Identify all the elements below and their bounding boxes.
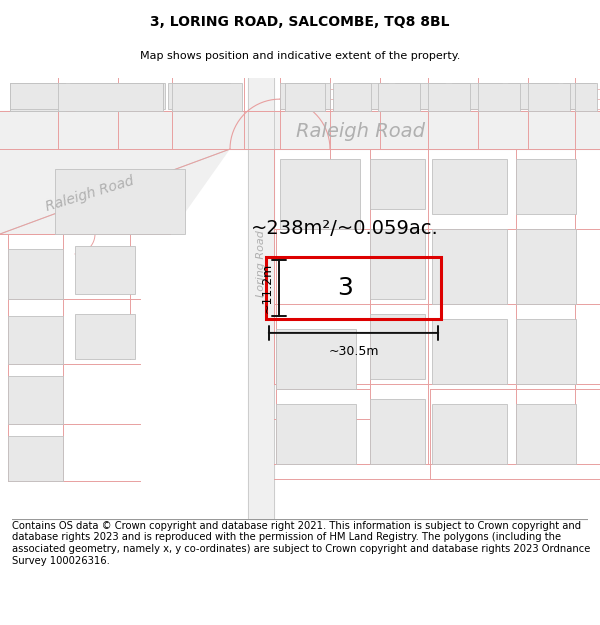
Bar	[55, 169, 185, 234]
Text: 3: 3	[337, 276, 353, 300]
Bar	[168, 83, 228, 109]
Text: Contains OS data © Crown copyright and database right 2021. This information is : Contains OS data © Crown copyright and d…	[12, 521, 590, 566]
Bar	[280, 159, 360, 229]
Bar	[575, 83, 597, 111]
Bar	[528, 83, 570, 111]
Bar	[75, 83, 120, 111]
Bar	[75, 246, 135, 294]
Bar	[118, 83, 163, 109]
Bar	[516, 319, 576, 384]
Bar	[370, 399, 425, 464]
Bar	[10, 83, 60, 109]
Bar	[516, 159, 576, 214]
Bar	[8, 376, 63, 424]
Text: ~30.5m: ~30.5m	[328, 345, 379, 358]
Bar	[432, 159, 507, 214]
Bar	[172, 83, 242, 111]
Bar	[370, 159, 425, 209]
Bar	[276, 404, 356, 464]
Polygon shape	[0, 149, 230, 234]
Bar	[516, 404, 576, 464]
Bar	[8, 436, 63, 481]
Bar	[395, 83, 445, 109]
Bar	[10, 83, 65, 111]
Bar	[378, 83, 420, 111]
Bar	[70, 83, 100, 109]
Bar	[266, 257, 441, 319]
Bar	[432, 229, 507, 304]
Bar	[508, 83, 558, 109]
Bar	[432, 319, 507, 384]
Bar	[58, 83, 163, 111]
Bar	[428, 83, 470, 111]
Bar	[333, 83, 371, 111]
Bar	[432, 404, 507, 464]
Text: Map shows position and indicative extent of the property.: Map shows position and indicative extent…	[140, 51, 460, 61]
Text: ~238m²/~0.059ac.: ~238m²/~0.059ac.	[251, 219, 439, 239]
Text: Raleigh Road: Raleigh Road	[296, 122, 425, 141]
Bar	[452, 83, 502, 109]
Text: Loring Road: Loring Road	[256, 231, 266, 298]
Text: 3, LORING ROAD, SALCOMBE, TQ8 8BL: 3, LORING ROAD, SALCOMBE, TQ8 8BL	[150, 15, 450, 29]
Bar	[0, 111, 600, 149]
Bar	[338, 83, 388, 109]
Bar	[280, 83, 330, 109]
Text: Raleigh Road: Raleigh Road	[44, 174, 136, 214]
Bar	[285, 83, 325, 111]
Bar	[516, 229, 576, 304]
Bar	[478, 83, 520, 111]
Bar	[370, 314, 425, 379]
Bar	[75, 314, 135, 359]
Bar	[563, 83, 595, 109]
Bar	[175, 83, 230, 109]
Text: ~11.2m: ~11.2m	[261, 263, 274, 313]
Bar	[248, 78, 274, 519]
Bar	[370, 229, 425, 299]
Bar	[110, 83, 165, 109]
Bar	[276, 329, 356, 389]
Bar	[10, 83, 65, 111]
Bar	[8, 316, 63, 364]
Bar	[8, 249, 63, 299]
